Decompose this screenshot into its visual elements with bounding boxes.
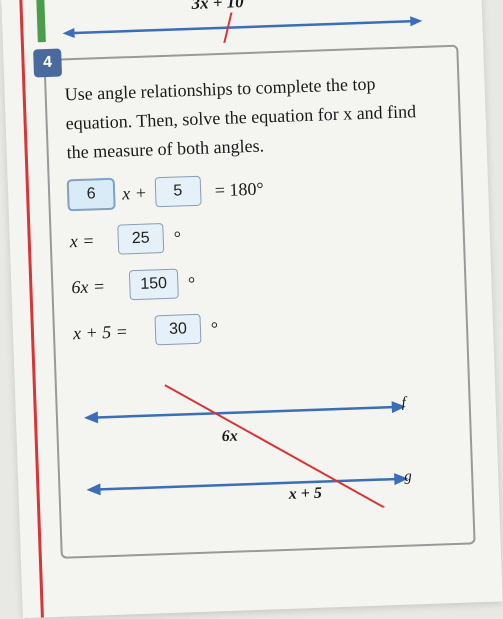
label-g: g [404, 469, 412, 486]
equation-row-1: 6 x + 5 = 180° [68, 168, 444, 211]
margin-line [19, 0, 44, 618]
equation-row-2: x = 25 ° [69, 214, 445, 257]
top-lines-svg [62, 6, 423, 49]
diagram-svg [75, 366, 440, 518]
label-f: f [401, 395, 406, 412]
eq3-lhs: 6x = [71, 275, 122, 298]
answer-box-x[interactable]: 25 [117, 223, 164, 255]
answer-box-coef[interactable]: 6 [68, 179, 115, 211]
expr-6x: 6x [221, 428, 238, 447]
problem-number-badge: 4 [33, 48, 62, 77]
line-z-label: z [405, 0, 412, 4]
worksheet-page: 3x + 10 z 4 Use angle relationships to c… [1, 0, 502, 618]
eq1-mid: x + [122, 182, 147, 204]
eq4-lhs: x + 5 = [73, 321, 148, 345]
answer-box-6x[interactable]: 150 [129, 269, 179, 301]
instruction-text: Use angle relationships to complete the … [64, 67, 442, 166]
eq2-unit: ° [173, 227, 181, 248]
answer-box-xp5[interactable]: 30 [154, 314, 201, 346]
problem-container: 4 Use angle relationships to complete th… [43, 45, 475, 559]
eq2-lhs: x = [69, 230, 110, 252]
eq4-unit: ° [211, 318, 219, 339]
bottom-diagram: f g 6x x + 5 [75, 366, 455, 519]
eq1-rhs: = 180° [214, 178, 264, 201]
equation-row-4: x + 5 = 30 ° [73, 306, 449, 349]
equation-row-3: 6x = 150 ° [71, 260, 447, 303]
eq3-unit: ° [188, 273, 196, 294]
answer-box-const[interactable]: 5 [154, 176, 201, 208]
expr-xp5: x + 5 [288, 485, 322, 504]
green-accent [36, 0, 46, 42]
